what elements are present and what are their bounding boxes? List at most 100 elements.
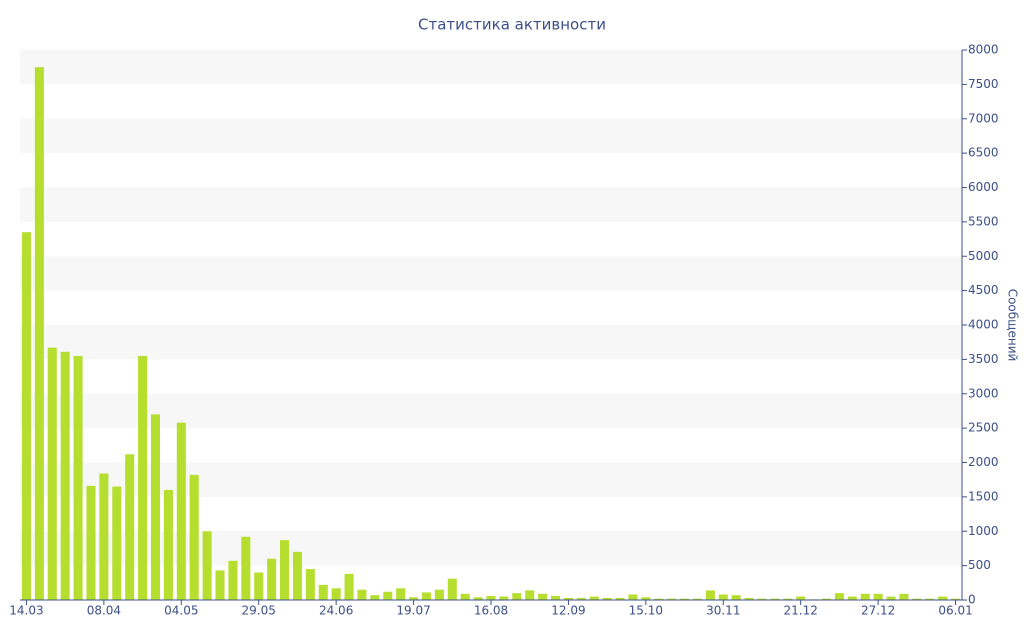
bar (538, 593, 548, 600)
y-tick-label: 2000 (968, 455, 999, 469)
bar (551, 595, 561, 600)
bar (873, 593, 883, 600)
bar (654, 598, 664, 600)
bar (409, 597, 419, 600)
bar (512, 593, 522, 600)
x-tick-label: 14.03 (9, 604, 43, 618)
bar (757, 598, 767, 600)
bar (692, 598, 702, 600)
grid-band (20, 187, 962, 222)
bar (60, 351, 70, 600)
bar (680, 598, 690, 600)
grid-band (20, 325, 962, 360)
bar (99, 473, 109, 600)
y-tick-label: 5000 (968, 249, 999, 263)
bar (886, 596, 896, 600)
bar (396, 588, 406, 600)
y-tick-label: 0 (968, 593, 976, 607)
bar (718, 594, 728, 600)
y-tick-label: 3500 (968, 352, 999, 366)
grid-band (20, 531, 962, 566)
bar (667, 598, 677, 600)
bar (899, 593, 909, 600)
bar (202, 531, 212, 600)
y-tick-label: 6500 (968, 146, 999, 160)
grid-band (20, 118, 962, 154)
bar (150, 414, 161, 600)
bar (460, 593, 470, 600)
y-tick-label: 3000 (968, 386, 999, 400)
bar (602, 597, 612, 600)
bar (215, 570, 225, 600)
x-tick-label: 29.05 (242, 604, 276, 618)
bar (189, 474, 199, 600)
bar (228, 560, 238, 600)
bar (847, 596, 857, 600)
bar (641, 597, 651, 600)
bar (563, 597, 573, 600)
bar (383, 591, 393, 600)
x-tick-label: 27.12 (861, 604, 895, 618)
y-tick-label: 6000 (968, 180, 999, 194)
x-tick-label: 12.09 (551, 604, 585, 618)
grid-band (20, 256, 962, 291)
bar (73, 355, 83, 600)
bar (267, 558, 277, 600)
bar (176, 422, 186, 600)
x-tick-label: 21.12 (784, 604, 818, 618)
bar (744, 597, 754, 600)
bar (499, 596, 509, 600)
bar (473, 597, 483, 600)
bar (783, 598, 793, 600)
bar (770, 598, 780, 600)
x-tick-label: 24.06 (319, 604, 353, 618)
grid-band (20, 50, 962, 85)
bar (525, 590, 535, 600)
bar (434, 589, 444, 600)
bar (112, 486, 122, 600)
bar (370, 595, 380, 600)
bar (34, 67, 44, 600)
bar (705, 590, 715, 600)
x-tick-label: 19.07 (396, 604, 430, 618)
x-tick-label: 15.10 (629, 604, 663, 618)
x-tick-label: 04.05 (164, 604, 198, 618)
bar (163, 490, 173, 600)
bar (796, 596, 806, 600)
x-tick-label: 16.08 (474, 604, 508, 618)
y-tick-label: 8000 (968, 43, 999, 57)
bar (138, 355, 148, 600)
bar (925, 598, 935, 600)
x-tick-label: 08.04 (87, 604, 121, 618)
y-tick-label: 1500 (968, 489, 999, 503)
bar (241, 536, 251, 600)
bar (318, 584, 328, 600)
bar (21, 232, 31, 600)
bar (576, 597, 586, 600)
bar (951, 598, 961, 600)
bar (938, 596, 948, 600)
x-tick-label: 30.11 (706, 604, 740, 618)
chart-title: Статистика активности (418, 16, 606, 34)
bar (344, 573, 354, 600)
y-tick-label: 4000 (968, 318, 999, 332)
bar (834, 593, 844, 600)
y-tick-label: 7500 (968, 77, 999, 91)
y-tick-label: 2500 (968, 421, 999, 435)
bar (331, 588, 341, 600)
bar (486, 595, 496, 600)
bar (628, 594, 638, 600)
bar (821, 598, 832, 600)
grid-band (20, 462, 962, 497)
y-tick-label: 4500 (968, 283, 999, 297)
bar (912, 598, 922, 600)
x-tick-label: 06.01 (938, 604, 972, 618)
bar (421, 592, 431, 600)
bar (305, 569, 315, 600)
bar (357, 589, 367, 600)
bar (860, 593, 870, 600)
bar (125, 454, 135, 600)
y-tick-label: 500 (968, 558, 991, 572)
grid-band (20, 393, 962, 429)
